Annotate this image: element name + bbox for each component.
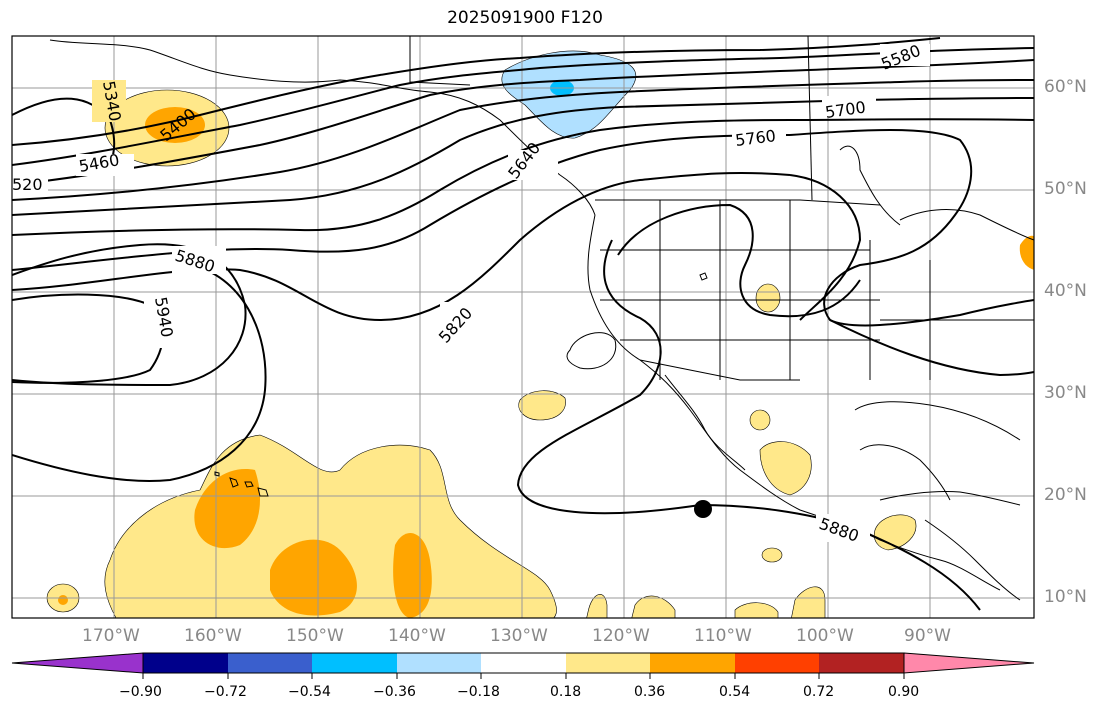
fill-south-2 bbox=[791, 586, 826, 618]
lon-label: 90°W bbox=[904, 626, 951, 646]
gridlines bbox=[12, 36, 1034, 618]
fill-south-4 bbox=[586, 594, 608, 618]
lon-label: 170°W bbox=[82, 626, 140, 646]
colorbar-segment bbox=[566, 653, 650, 673]
contour-labels: 5340 5400 5460 520 5580 5640 5700 5760 5… bbox=[12, 41, 930, 546]
fill-small-2 bbox=[755, 283, 781, 313]
colorbar bbox=[11, 652, 1035, 679]
fill-small-5-core bbox=[58, 595, 68, 605]
colorbar-tick-label: 0.90 bbox=[888, 684, 920, 700]
colorbar-segment bbox=[228, 653, 312, 673]
colorbar-segment bbox=[819, 653, 904, 673]
lat-label: 30°N bbox=[1044, 383, 1087, 403]
colorbar-tick-label: −0.54 bbox=[288, 684, 331, 700]
coastlines bbox=[49, 36, 1034, 601]
colorbar-tick-label: 0.72 bbox=[803, 684, 835, 700]
colorbar-tick-label: 0.18 bbox=[550, 684, 582, 700]
colorbar-extend-high bbox=[903, 652, 1035, 674]
lat-label: 20°N bbox=[1044, 485, 1087, 505]
lon-label: 140°W bbox=[388, 626, 446, 646]
lon-label: 150°W bbox=[286, 626, 344, 646]
contour-label: 520 bbox=[12, 175, 43, 194]
lat-label: 10°N bbox=[1044, 587, 1087, 607]
fill-south-3 bbox=[631, 595, 676, 618]
colorbar-tick-label: 0.36 bbox=[634, 684, 666, 700]
colorbar-tick-label: 0.54 bbox=[719, 684, 751, 700]
lon-label: 100°W bbox=[796, 626, 854, 646]
lon-label: 110°W bbox=[694, 626, 752, 646]
colorbar-segment bbox=[481, 653, 566, 673]
islands bbox=[214, 272, 708, 497]
colorbar-tick-label: −0.36 bbox=[373, 684, 416, 700]
colorbar-tick-label: −0.72 bbox=[204, 684, 247, 700]
fill-pacific-core-1 bbox=[270, 539, 357, 616]
lat-label: 50°N bbox=[1044, 179, 1087, 199]
contour-label: 5760 bbox=[734, 126, 777, 150]
colorbar-segment bbox=[143, 653, 228, 673]
fill-east-edge bbox=[1019, 235, 1034, 270]
fill-hawaii-core bbox=[194, 469, 260, 549]
map-frame bbox=[11, 35, 1035, 619]
fill-south-1 bbox=[734, 602, 779, 618]
lat-label: 60°N bbox=[1044, 77, 1087, 97]
colorbar-segment bbox=[735, 653, 819, 673]
fill-small-4 bbox=[761, 547, 783, 563]
fill-pacific-core-2 bbox=[393, 533, 432, 618]
colorbar-segment bbox=[312, 653, 397, 673]
fill-small-1 bbox=[518, 390, 566, 421]
lon-label: 130°W bbox=[490, 626, 548, 646]
fill-mexico bbox=[759, 441, 812, 496]
colorbar-tick-label: −0.18 bbox=[457, 684, 500, 700]
storm-marker bbox=[694, 500, 712, 518]
colorbar-segment bbox=[397, 653, 481, 673]
colorbar-extend-low bbox=[11, 652, 144, 674]
colorbar-tick-label: −0.90 bbox=[119, 684, 162, 700]
fill-central-america bbox=[873, 514, 917, 551]
lon-label: 120°W bbox=[592, 626, 650, 646]
lon-label: 160°W bbox=[184, 626, 242, 646]
fill-small-3 bbox=[749, 409, 771, 431]
lat-label: 40°N bbox=[1044, 281, 1087, 301]
map-title: 2025091900 F120 bbox=[447, 8, 603, 28]
colorbar-segment bbox=[650, 653, 735, 673]
anomaly-fills bbox=[46, 50, 1034, 618]
